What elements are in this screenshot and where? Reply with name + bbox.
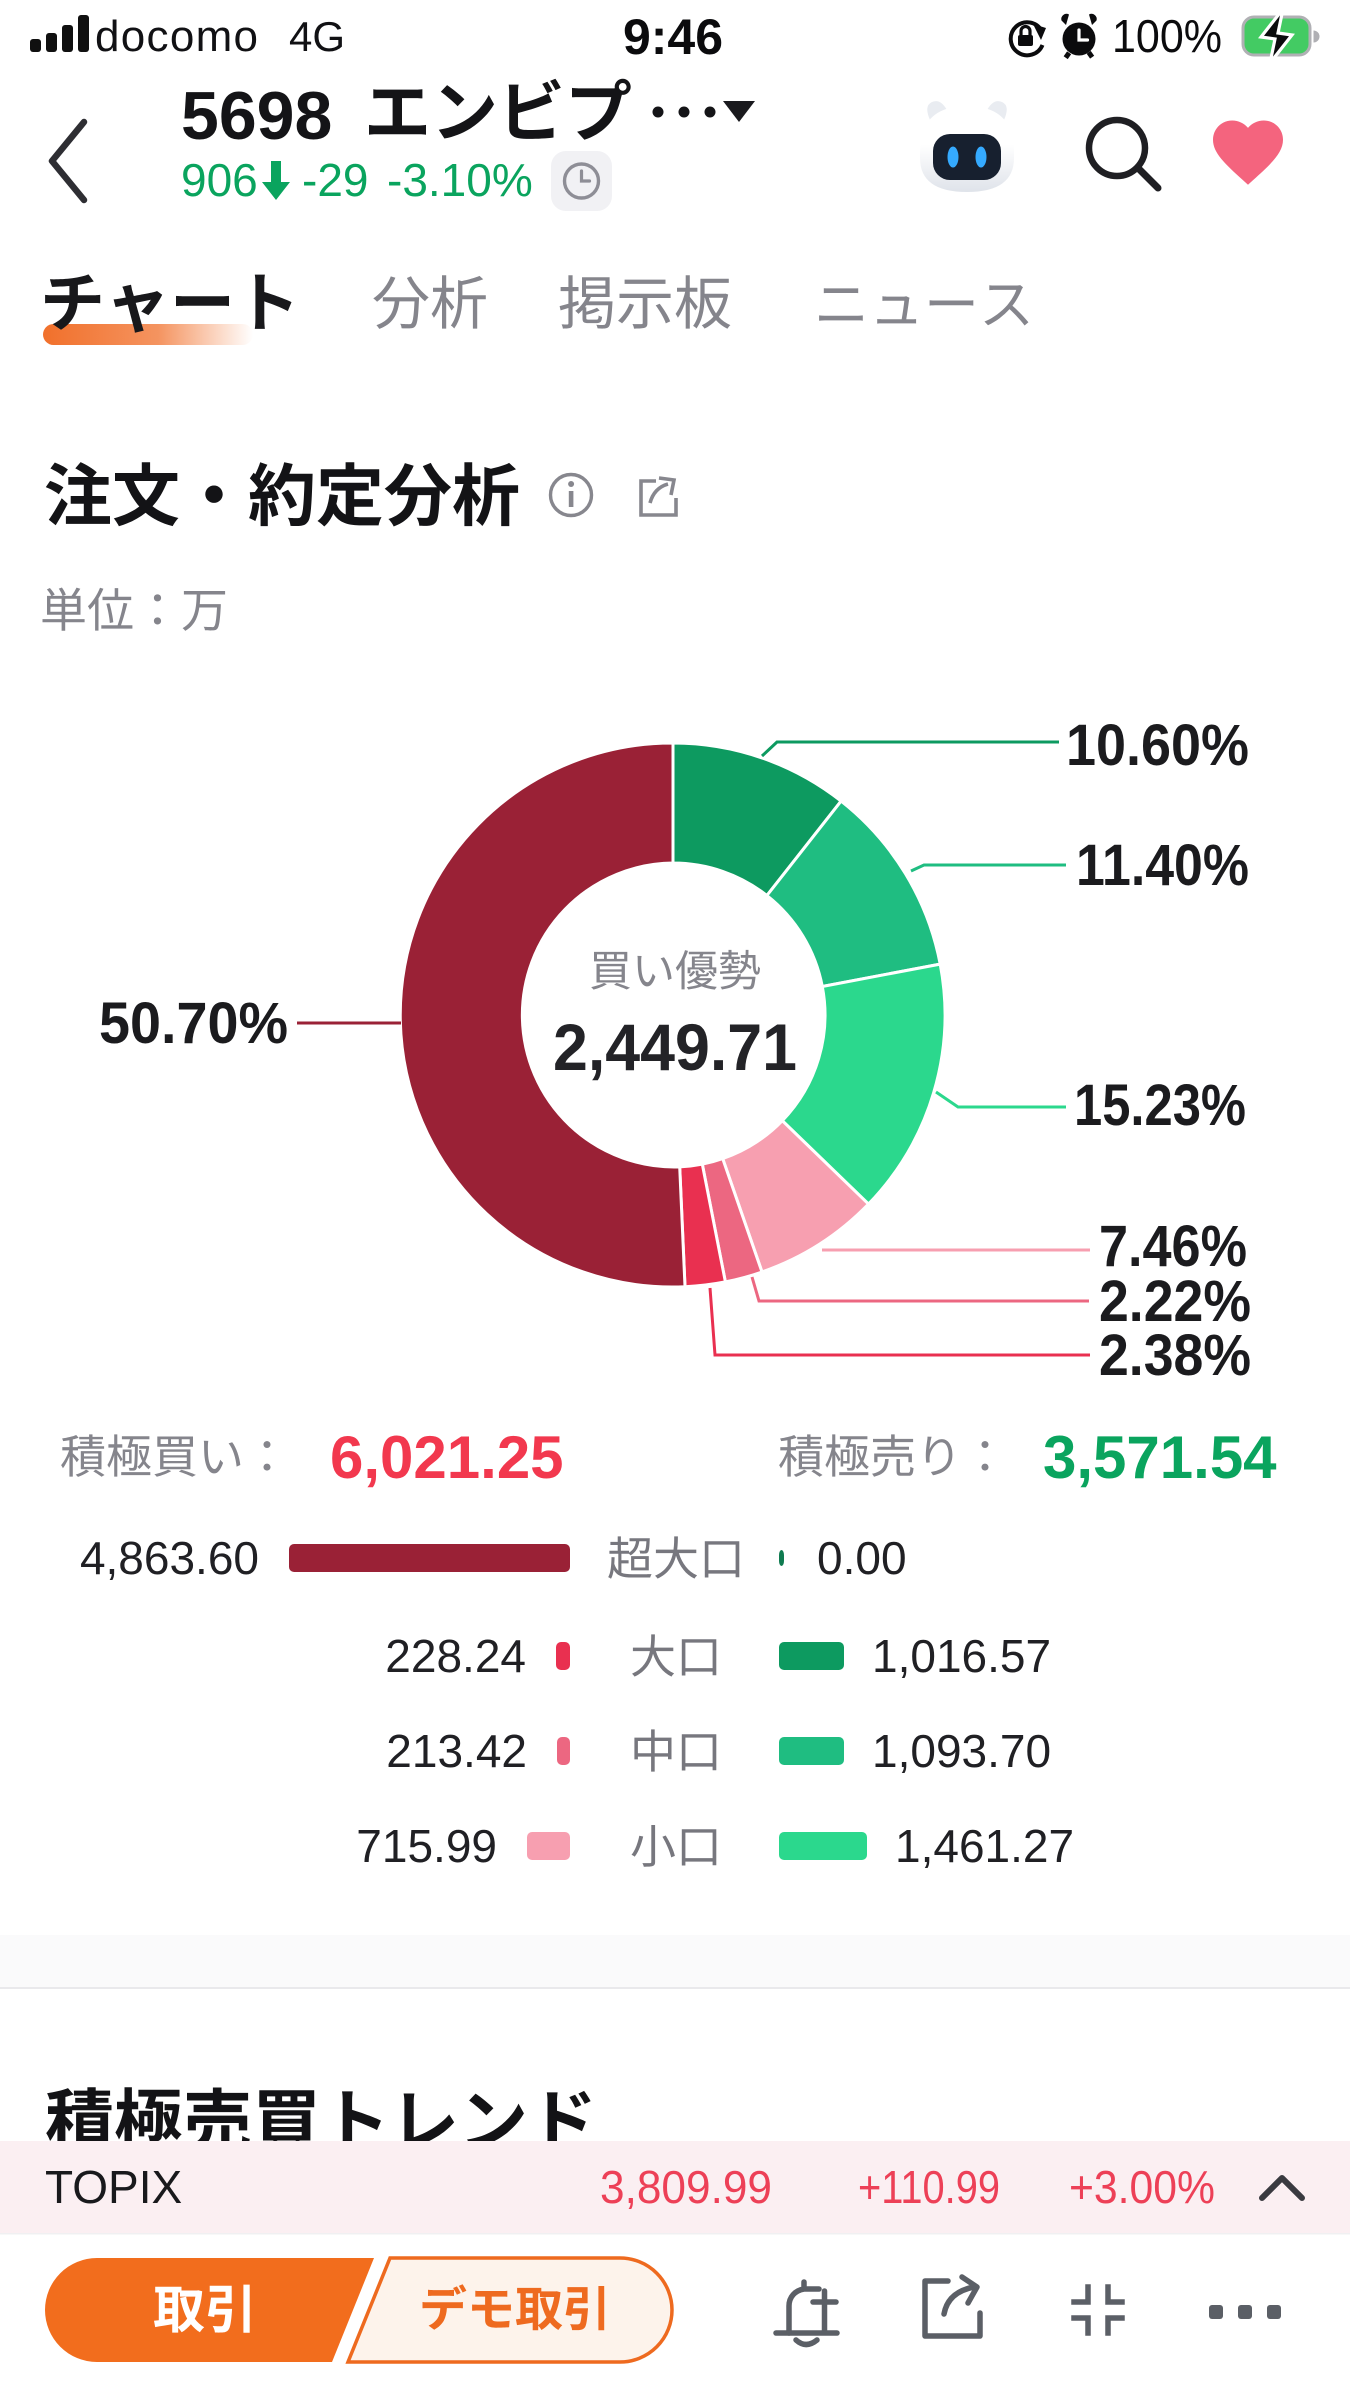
- svg-text:4,863.60: 4,863.60: [80, 1532, 259, 1584]
- svg-text:3,809.99: 3,809.99: [600, 2161, 772, 2213]
- svg-text:5698: 5698: [181, 78, 332, 154]
- svg-text:228.24: 228.24: [385, 1630, 526, 1682]
- svg-text:50.70%: 50.70%: [99, 991, 288, 1056]
- svg-text:docomo: docomo: [95, 12, 258, 61]
- svg-text:4G: 4G: [289, 13, 345, 60]
- svg-text:2.38%: 2.38%: [1099, 1323, 1251, 1388]
- svg-text:3,571.54: 3,571.54: [1043, 1424, 1277, 1491]
- svg-text:1,016.57: 1,016.57: [872, 1630, 1051, 1682]
- svg-text:1,093.70: 1,093.70: [872, 1725, 1051, 1777]
- svg-text:TOPIX: TOPIX: [45, 2161, 182, 2213]
- svg-text:2,449.71: 2,449.71: [553, 1010, 797, 1084]
- svg-text:10.60%: 10.60%: [1066, 713, 1249, 778]
- svg-text:+3.00%: +3.00%: [1069, 2161, 1215, 2213]
- svg-text:9:46: 9:46: [623, 9, 723, 65]
- svg-text:-29: -29: [302, 154, 368, 206]
- svg-text:100%: 100%: [1112, 10, 1222, 62]
- svg-text:715.99: 715.99: [356, 1820, 497, 1872]
- svg-text:11.40%: 11.40%: [1076, 833, 1249, 898]
- svg-text:6,021.25: 6,021.25: [330, 1424, 564, 1491]
- svg-text:1,461.27: 1,461.27: [895, 1820, 1074, 1872]
- svg-text:213.42: 213.42: [386, 1725, 527, 1777]
- svg-text:15.23%: 15.23%: [1074, 1073, 1246, 1138]
- svg-text:+110.99: +110.99: [858, 2161, 1000, 2213]
- svg-text:7.46%: 7.46%: [1099, 1214, 1247, 1279]
- svg-text:0.00: 0.00: [817, 1532, 907, 1584]
- svg-text:906: 906: [181, 154, 258, 206]
- svg-text:2.22%: 2.22%: [1099, 1269, 1251, 1334]
- svg-text:-3.10%: -3.10%: [387, 154, 533, 206]
